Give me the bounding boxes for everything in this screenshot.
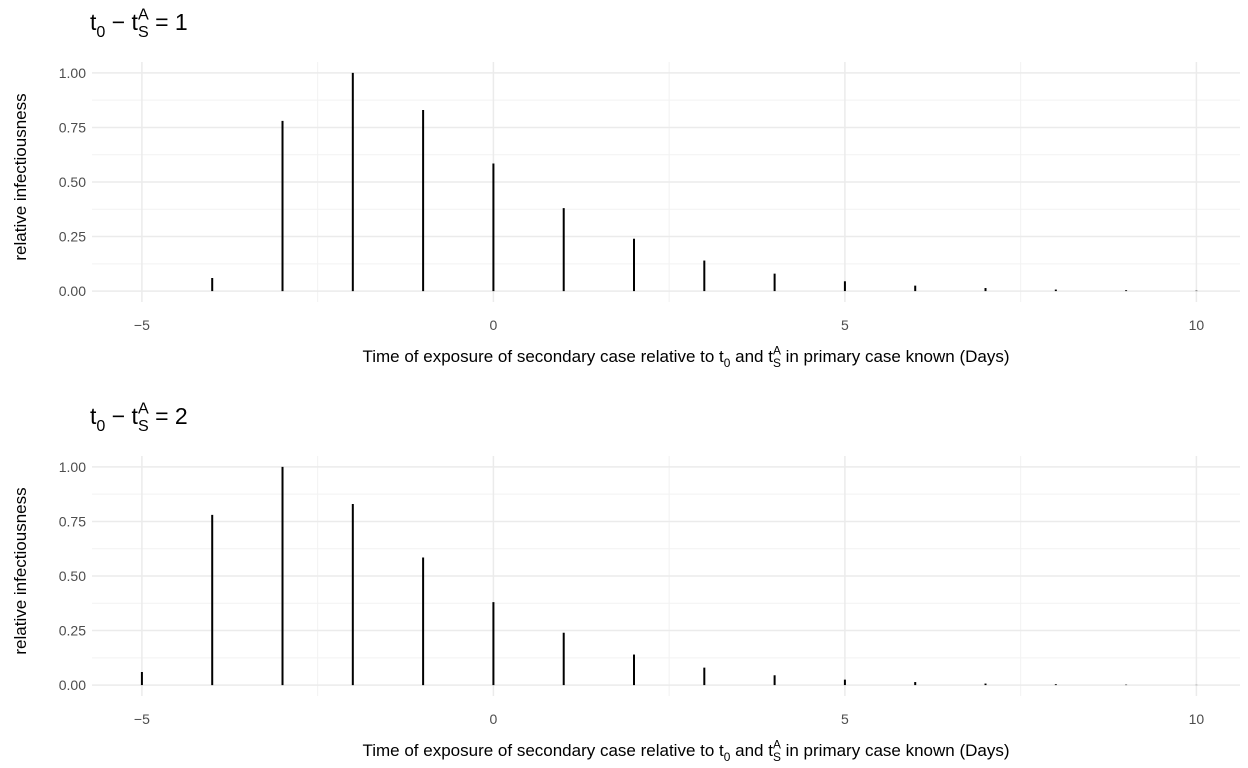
y-tick-label: 0.75 [59, 119, 86, 135]
y-tick-label: 0.25 [59, 229, 86, 245]
x-axis-label-run: 0 [724, 356, 731, 370]
x-tick-label: −5 [134, 317, 150, 333]
chart-title-run: 0 [96, 23, 105, 41]
chart-title-run: 0 [96, 417, 105, 435]
x-axis-label-run: A [773, 737, 781, 751]
y-tick-label: 0.00 [59, 283, 86, 299]
chart-title-run: = 1 [149, 9, 188, 35]
y-tick-label: 1.00 [59, 65, 86, 81]
x-tick-label: 10 [1189, 711, 1205, 727]
x-axis-label-run: Time of exposure of secondary case relat… [362, 741, 724, 760]
chart-title-run: A [138, 400, 149, 418]
y-tick-label: 0.00 [59, 677, 86, 693]
x-axis-label-run: Time of exposure of secondary case relat… [362, 347, 724, 366]
x-tick-label: −5 [134, 711, 150, 727]
chart-title-run: = 2 [149, 403, 188, 429]
y-tick-label: 0.50 [59, 174, 86, 190]
y-axis-label: relative infectiousness [11, 487, 30, 654]
x-axis-label-run: in primary case known (Days) [781, 347, 1010, 366]
x-axis-label-run: 0 [724, 750, 731, 764]
y-tick-label: 0.50 [59, 568, 86, 584]
y-tick-label: 0.75 [59, 513, 86, 529]
x-tick-label: 5 [841, 317, 849, 333]
x-axis-label-run: in primary case known (Days) [781, 741, 1010, 760]
x-tick-label: 5 [841, 711, 849, 727]
x-axis-label-run: S [773, 356, 781, 370]
chart-title-run: t [90, 403, 97, 429]
chart-title-run: S [138, 417, 149, 435]
x-axis-label-run: A [773, 343, 781, 357]
x-tick-label: 10 [1189, 317, 1205, 333]
x-axis-label-run: and t [730, 347, 773, 366]
y-tick-label: 1.00 [59, 459, 86, 475]
x-tick-label: 0 [490, 317, 498, 333]
x-axis-label-run: and t [730, 741, 773, 760]
y-tick-label: 0.25 [59, 623, 86, 639]
chart-title-run: A [138, 6, 149, 24]
x-axis-label-run: S [773, 750, 781, 764]
x-tick-label: 0 [490, 711, 498, 727]
chart-title-run: − t [105, 9, 138, 35]
x-axis-label: Time of exposure of secondary case relat… [362, 737, 1009, 764]
chart-title-run: S [138, 23, 149, 41]
x-axis-label: Time of exposure of secondary case relat… [362, 343, 1009, 370]
y-axis-label: relative infectiousness [11, 93, 30, 260]
chart-title-run: t [90, 9, 97, 35]
chart-title-run: − t [105, 403, 138, 429]
